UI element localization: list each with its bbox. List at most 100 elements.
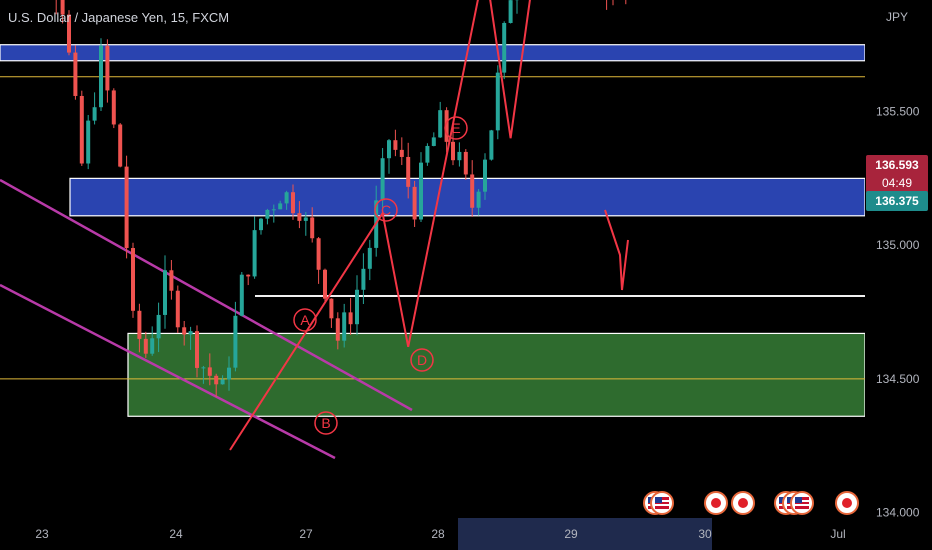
candle-body xyxy=(227,367,231,380)
marked-level-badge: 136.375 xyxy=(866,191,928,211)
candle-body xyxy=(297,213,302,221)
candle-body xyxy=(124,166,129,249)
candle-body xyxy=(310,217,315,239)
candle-body xyxy=(444,110,449,142)
candle-body xyxy=(361,268,366,290)
candle-body xyxy=(137,310,142,339)
wave-label-E: E xyxy=(451,120,460,136)
candle-body xyxy=(367,247,372,269)
candle-body xyxy=(207,367,212,376)
time-tick-label: 24 xyxy=(169,527,183,541)
candle-body xyxy=(457,151,462,161)
candle-body xyxy=(470,174,475,208)
candle-body xyxy=(387,140,391,159)
time-tick-label: 28 xyxy=(431,527,445,541)
candle-body xyxy=(495,72,500,131)
candle-body xyxy=(246,274,251,277)
candle-body xyxy=(271,209,276,211)
candle-body xyxy=(483,159,487,192)
channel-lower-line xyxy=(0,283,336,460)
price-tick-label: 134.000 xyxy=(876,506,920,520)
candle-body xyxy=(259,218,263,231)
wave-label-circle xyxy=(410,348,434,372)
candle-body xyxy=(463,151,468,175)
price-tick-label: 134.500 xyxy=(876,372,920,386)
candle-body xyxy=(188,331,193,335)
candle-body xyxy=(233,315,238,368)
candle-body xyxy=(105,45,110,91)
jp-flag-icon[interactable] xyxy=(731,491,755,515)
candle-body xyxy=(131,248,135,311)
countdown-badge: 04:49 xyxy=(866,173,928,193)
candle-body xyxy=(393,140,398,150)
candle-body xyxy=(86,120,91,164)
candle-body xyxy=(380,158,385,201)
candle-body xyxy=(323,269,327,299)
wave-label-D: D xyxy=(417,352,427,368)
time-tick-label: 30 xyxy=(698,527,712,541)
candle-body xyxy=(67,14,71,53)
candle-body xyxy=(201,367,206,369)
candle-body xyxy=(156,314,161,339)
time-tick-label: Jul xyxy=(830,527,845,541)
candle-body xyxy=(489,130,494,160)
candle-body xyxy=(329,298,334,319)
wave-label-circle xyxy=(314,411,338,435)
wave-label-circle xyxy=(374,198,398,222)
wave-label-circle xyxy=(293,308,317,332)
wave-path xyxy=(229,0,531,451)
candle-body xyxy=(476,191,481,208)
wave-label-circle xyxy=(444,116,468,140)
candle-body xyxy=(92,107,97,121)
candle-body xyxy=(111,90,116,125)
candle-body xyxy=(502,22,507,73)
candle-body xyxy=(169,270,174,291)
candle-body xyxy=(175,290,180,328)
candle-body xyxy=(284,192,289,204)
candle-body xyxy=(118,124,123,167)
candle-body xyxy=(265,209,270,219)
candle-body xyxy=(220,379,225,385)
time-tick-label: 29 xyxy=(564,527,578,541)
candle-body xyxy=(73,52,78,96)
price-tick-label: 135.000 xyxy=(876,238,920,252)
candle-body xyxy=(143,338,148,354)
candle-body xyxy=(438,110,443,138)
current-price-badge: 136.593 xyxy=(866,155,928,175)
candle-body xyxy=(303,217,308,221)
candle-body xyxy=(431,137,436,146)
wave-path-right xyxy=(604,209,629,291)
candle-body xyxy=(278,203,283,210)
candle-body xyxy=(150,338,155,354)
candle-body xyxy=(316,238,321,270)
candle-body xyxy=(182,327,187,335)
candle-body xyxy=(419,162,423,220)
candle-body xyxy=(99,45,103,108)
jp-flag-icon[interactable] xyxy=(835,491,859,515)
zone-blue-zone-3 xyxy=(69,177,866,217)
price-axis xyxy=(865,0,932,550)
jp-flag-icon[interactable] xyxy=(704,491,728,515)
candle-body xyxy=(214,375,219,385)
currency-label: JPY xyxy=(885,10,908,24)
candle-body xyxy=(412,186,417,220)
candle-body xyxy=(508,0,513,23)
candle-body xyxy=(335,318,340,341)
us-flag-icon[interactable] xyxy=(650,491,674,515)
candle-body xyxy=(163,270,167,315)
symbol-title: U.S. Dollar / Japanese Yen, 15, FXCM xyxy=(8,10,230,25)
candle-body xyxy=(195,331,199,368)
candle-body xyxy=(406,156,411,187)
candle-body xyxy=(342,312,347,341)
wave-label-A: A xyxy=(300,312,310,328)
wave-label-C: C xyxy=(381,202,391,218)
time-tick-label: 23 xyxy=(35,527,49,541)
candle-body xyxy=(291,192,295,214)
us-flag-icon[interactable] xyxy=(790,491,814,515)
candle-body xyxy=(355,289,359,325)
time-axis-highlight xyxy=(458,518,712,550)
channel-upper-line xyxy=(0,178,413,412)
candle-body xyxy=(239,274,244,316)
candle-body xyxy=(348,312,353,325)
